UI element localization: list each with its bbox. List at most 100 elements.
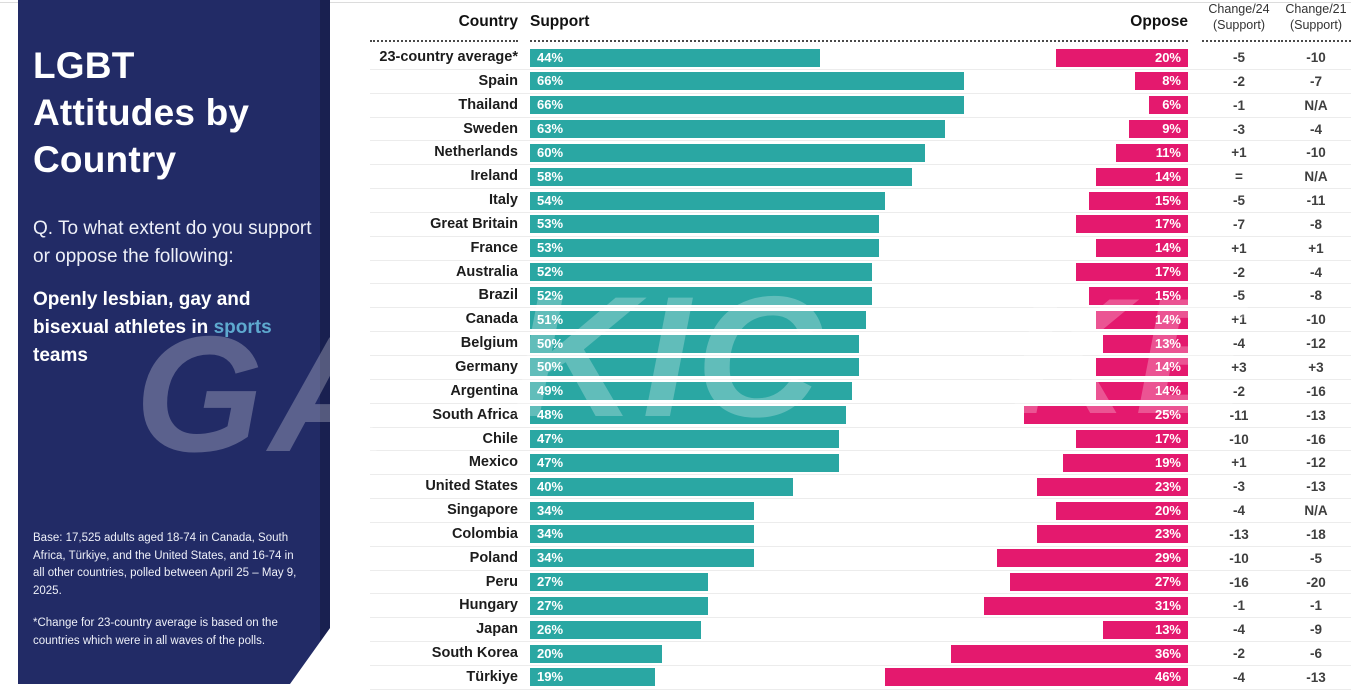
support-value: 34% (537, 550, 564, 566)
table-row: Argentina 49% 14% -2 -16 (370, 380, 1351, 404)
table-row: Germany 50% 14% +3 +3 (370, 356, 1351, 380)
oppose-bar: 36% (951, 644, 1188, 663)
change21-value: -18 (1306, 526, 1326, 542)
country-label: Sweden (463, 120, 518, 137)
oppose-bar: 11% (1115, 143, 1188, 162)
table-header: Country Support Oppose Change/24 (Suppor… (370, 0, 1351, 42)
table-row: Chile 47% 17% -10 -16 (370, 428, 1351, 452)
oppose-value: 27% (1154, 574, 1181, 590)
support-bar: 53% (530, 239, 879, 258)
survey-question: Q. To what extent do you support or oppo… (33, 218, 312, 267)
footnote: *Change for 23-country average is based … (33, 617, 278, 647)
change21-value: -8 (1309, 216, 1322, 232)
bar-track: 58% 14% (530, 165, 1188, 189)
table-row: Great Britain 53% 17% -7 -8 (370, 213, 1351, 237)
bar-track: 34% 20% (530, 499, 1188, 523)
support-bar: 52% (530, 263, 873, 282)
oppose-bar: 27% (1010, 573, 1188, 592)
change21-value: -4 (1309, 264, 1322, 280)
change24-value: -1 (1232, 97, 1245, 113)
change21-value: -13 (1306, 479, 1326, 495)
support-bar: 47% (530, 453, 840, 472)
change21-value: -10 (1306, 145, 1326, 161)
support-bar: 51% (530, 310, 866, 329)
support-value: 20% (537, 645, 564, 661)
support-value: 52% (537, 264, 564, 280)
statement-highlight: sports (213, 317, 272, 338)
support-bar: 20% (530, 644, 662, 663)
change21-value: -13 (1306, 669, 1326, 685)
col-header-change21: Change/21 (Support) (1278, 2, 1351, 42)
change21-value: -10 (1306, 50, 1326, 65)
country-label: South Korea (431, 645, 518, 662)
support-value: 49% (537, 383, 564, 399)
change21-value: -12 (1306, 455, 1326, 471)
change24-value: -5 (1232, 288, 1245, 304)
oppose-bar: 14% (1095, 239, 1188, 258)
change24-value: -4 (1232, 622, 1245, 638)
support-bar: 60% (530, 143, 925, 162)
country-label: Germany (455, 358, 518, 375)
bar-track: 54% 15% (530, 189, 1188, 213)
support-bar: 58% (530, 167, 912, 186)
oppose-value: 17% (1154, 264, 1181, 280)
oppose-value: 29% (1154, 550, 1181, 566)
table-row: Singapore 34% 20% -4 N/A (370, 499, 1351, 523)
change24-value: -3 (1232, 479, 1245, 495)
oppose-value: 8% (1162, 73, 1181, 89)
top-divider (0, 2, 1351, 3)
change21-value: -10 (1306, 312, 1326, 328)
support-value: 53% (537, 240, 564, 256)
change24-value: +3 (1231, 359, 1247, 375)
oppose-value: 13% (1154, 621, 1181, 637)
oppose-bar: 19% (1063, 453, 1188, 472)
change24-value: -5 (1232, 50, 1245, 65)
oppose-value: 15% (1154, 287, 1181, 303)
change24-value: -2 (1232, 383, 1245, 399)
country-label: Mexico (468, 454, 518, 471)
table-row: South Africa 48% 25% -11 -13 (370, 404, 1351, 428)
table-row: France 53% 14% +1 +1 (370, 237, 1351, 261)
support-bar: 26% (530, 620, 702, 639)
change21-value: -7 (1309, 73, 1322, 89)
change24-value: -10 (1229, 550, 1249, 566)
oppose-value: 17% (1154, 431, 1181, 446)
country-label: Australia (455, 263, 518, 280)
support-value: 66% (537, 97, 564, 113)
oppose-value: 13% (1154, 335, 1181, 351)
oppose-bar: 14% (1095, 382, 1188, 401)
country-label: Brazil (478, 287, 519, 304)
support-value: 34% (537, 502, 564, 518)
support-bar: 34% (530, 525, 754, 544)
col-header-change24: Change/24 (Support) (1202, 2, 1276, 42)
oppose-bar: 14% (1095, 310, 1188, 329)
oppose-bar: 20% (1056, 501, 1188, 520)
support-value: 66% (537, 73, 564, 89)
oppose-bar: 13% (1102, 620, 1188, 639)
support-value: 26% (537, 621, 564, 637)
support-value: 19% (537, 669, 564, 685)
country-label: Poland (469, 549, 518, 566)
oppose-value: 15% (1154, 192, 1181, 208)
country-label: Japan (476, 621, 518, 638)
change24-value: +1 (1231, 145, 1247, 161)
bar-track: 66% 6% (530, 94, 1188, 118)
country-label: Belgium (460, 335, 518, 352)
change21-value: -6 (1309, 646, 1322, 662)
change21-value: -16 (1306, 383, 1326, 399)
bar-track: 51% 14% (530, 308, 1188, 332)
change24-value: -7 (1232, 216, 1245, 232)
oppose-value: 20% (1154, 502, 1181, 518)
oppose-value: 11% (1155, 144, 1181, 160)
change21-value: -16 (1306, 431, 1326, 447)
table-row: Colombia 34% 23% -13 -18 (370, 523, 1351, 547)
support-value: 50% (537, 335, 564, 351)
country-label: 23-country average* (379, 49, 518, 65)
support-bar: 34% (530, 501, 754, 520)
table-row: South Korea 20% 36% -2 -6 (370, 642, 1351, 666)
survey-statement: Openly lesbian, gay and bisexual athlete… (33, 286, 312, 370)
country-label: Colombia (451, 525, 518, 542)
oppose-value: 46% (1154, 669, 1181, 685)
support-value: 54% (537, 192, 564, 208)
oppose-bar: 14% (1095, 167, 1188, 186)
